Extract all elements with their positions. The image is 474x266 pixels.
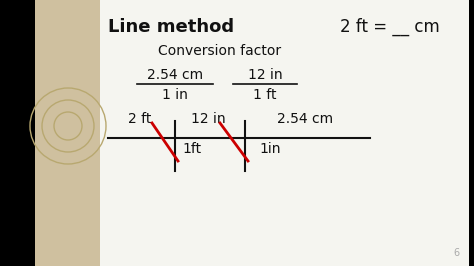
Text: 2 ft = __ cm: 2 ft = __ cm	[340, 18, 440, 36]
Text: 2.54 cm: 2.54 cm	[147, 68, 203, 82]
Text: 1 in: 1 in	[162, 88, 188, 102]
Bar	[35, 0, 100, 266]
Text: 2 ft: 2 ft	[128, 112, 152, 126]
Text: 12 in: 12 in	[191, 112, 225, 126]
Bar	[0, 0, 35, 266]
Text: 1in: 1in	[259, 142, 281, 156]
Text: 1 ft: 1 ft	[253, 88, 277, 102]
Bar	[100, 0, 469, 266]
Bar	[469, 0, 474, 266]
Text: 6: 6	[454, 248, 460, 258]
Text: Line method: Line method	[108, 18, 234, 36]
Text: Conversion factor: Conversion factor	[158, 44, 282, 58]
Text: 1ft: 1ft	[182, 142, 201, 156]
Text: 12 in: 12 in	[248, 68, 283, 82]
Text: 2.54 cm: 2.54 cm	[277, 112, 333, 126]
